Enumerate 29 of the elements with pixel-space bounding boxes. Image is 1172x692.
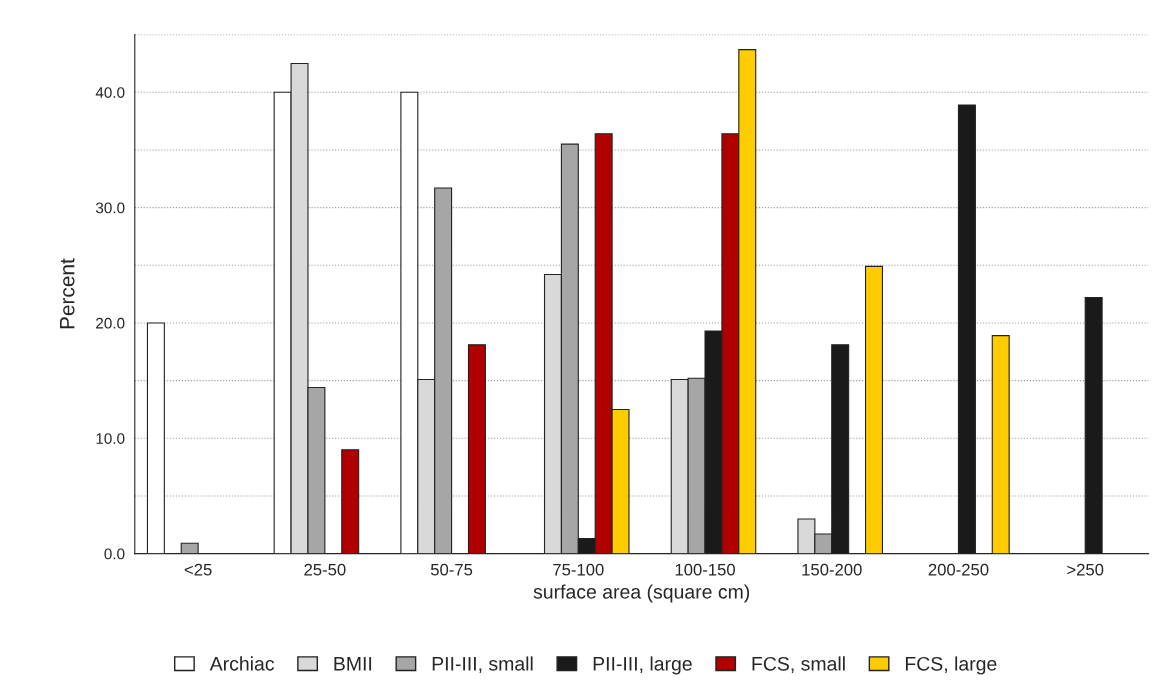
y-tick-label: 10.0	[96, 433, 125, 444]
x-tick-label: 50-75	[430, 563, 473, 576]
legend-label: Archiac	[209, 656, 275, 671]
bar	[957, 104, 976, 554]
bar	[1084, 297, 1103, 554]
legend-label: BMII	[334, 657, 372, 671]
bar	[467, 344, 486, 554]
y-tick-label: 30.0	[95, 202, 125, 214]
x-axis-title: surface area (square cm)	[533, 584, 750, 603]
bar	[146, 322, 165, 554]
y-tick-label: 0.0	[104, 548, 125, 560]
legend-label: PII-III, large	[593, 656, 692, 675]
x-tick-label: >250	[1067, 563, 1104, 576]
bar	[991, 335, 1010, 554]
x-tick-label: 100-150	[675, 563, 735, 576]
x-tick-label: 25-50	[304, 563, 346, 576]
x-tick-label: 200-250	[928, 563, 989, 576]
bar	[341, 449, 360, 554]
bar	[180, 542, 199, 554]
y-axis-title: Percent	[60, 258, 75, 329]
x-tick-label: 75-100	[553, 563, 604, 576]
legend-label: FCS, large	[905, 656, 997, 675]
y-tick-label: 40.0	[95, 87, 125, 98]
bar	[864, 265, 883, 554]
legend-label: FCS, small	[752, 656, 845, 673]
legend-label: PII-III, small	[432, 656, 533, 673]
x-tick-label: 150-200	[802, 563, 862, 576]
x-tick-label: <25	[184, 563, 212, 576]
y-tick-label: 20.0	[96, 317, 125, 329]
